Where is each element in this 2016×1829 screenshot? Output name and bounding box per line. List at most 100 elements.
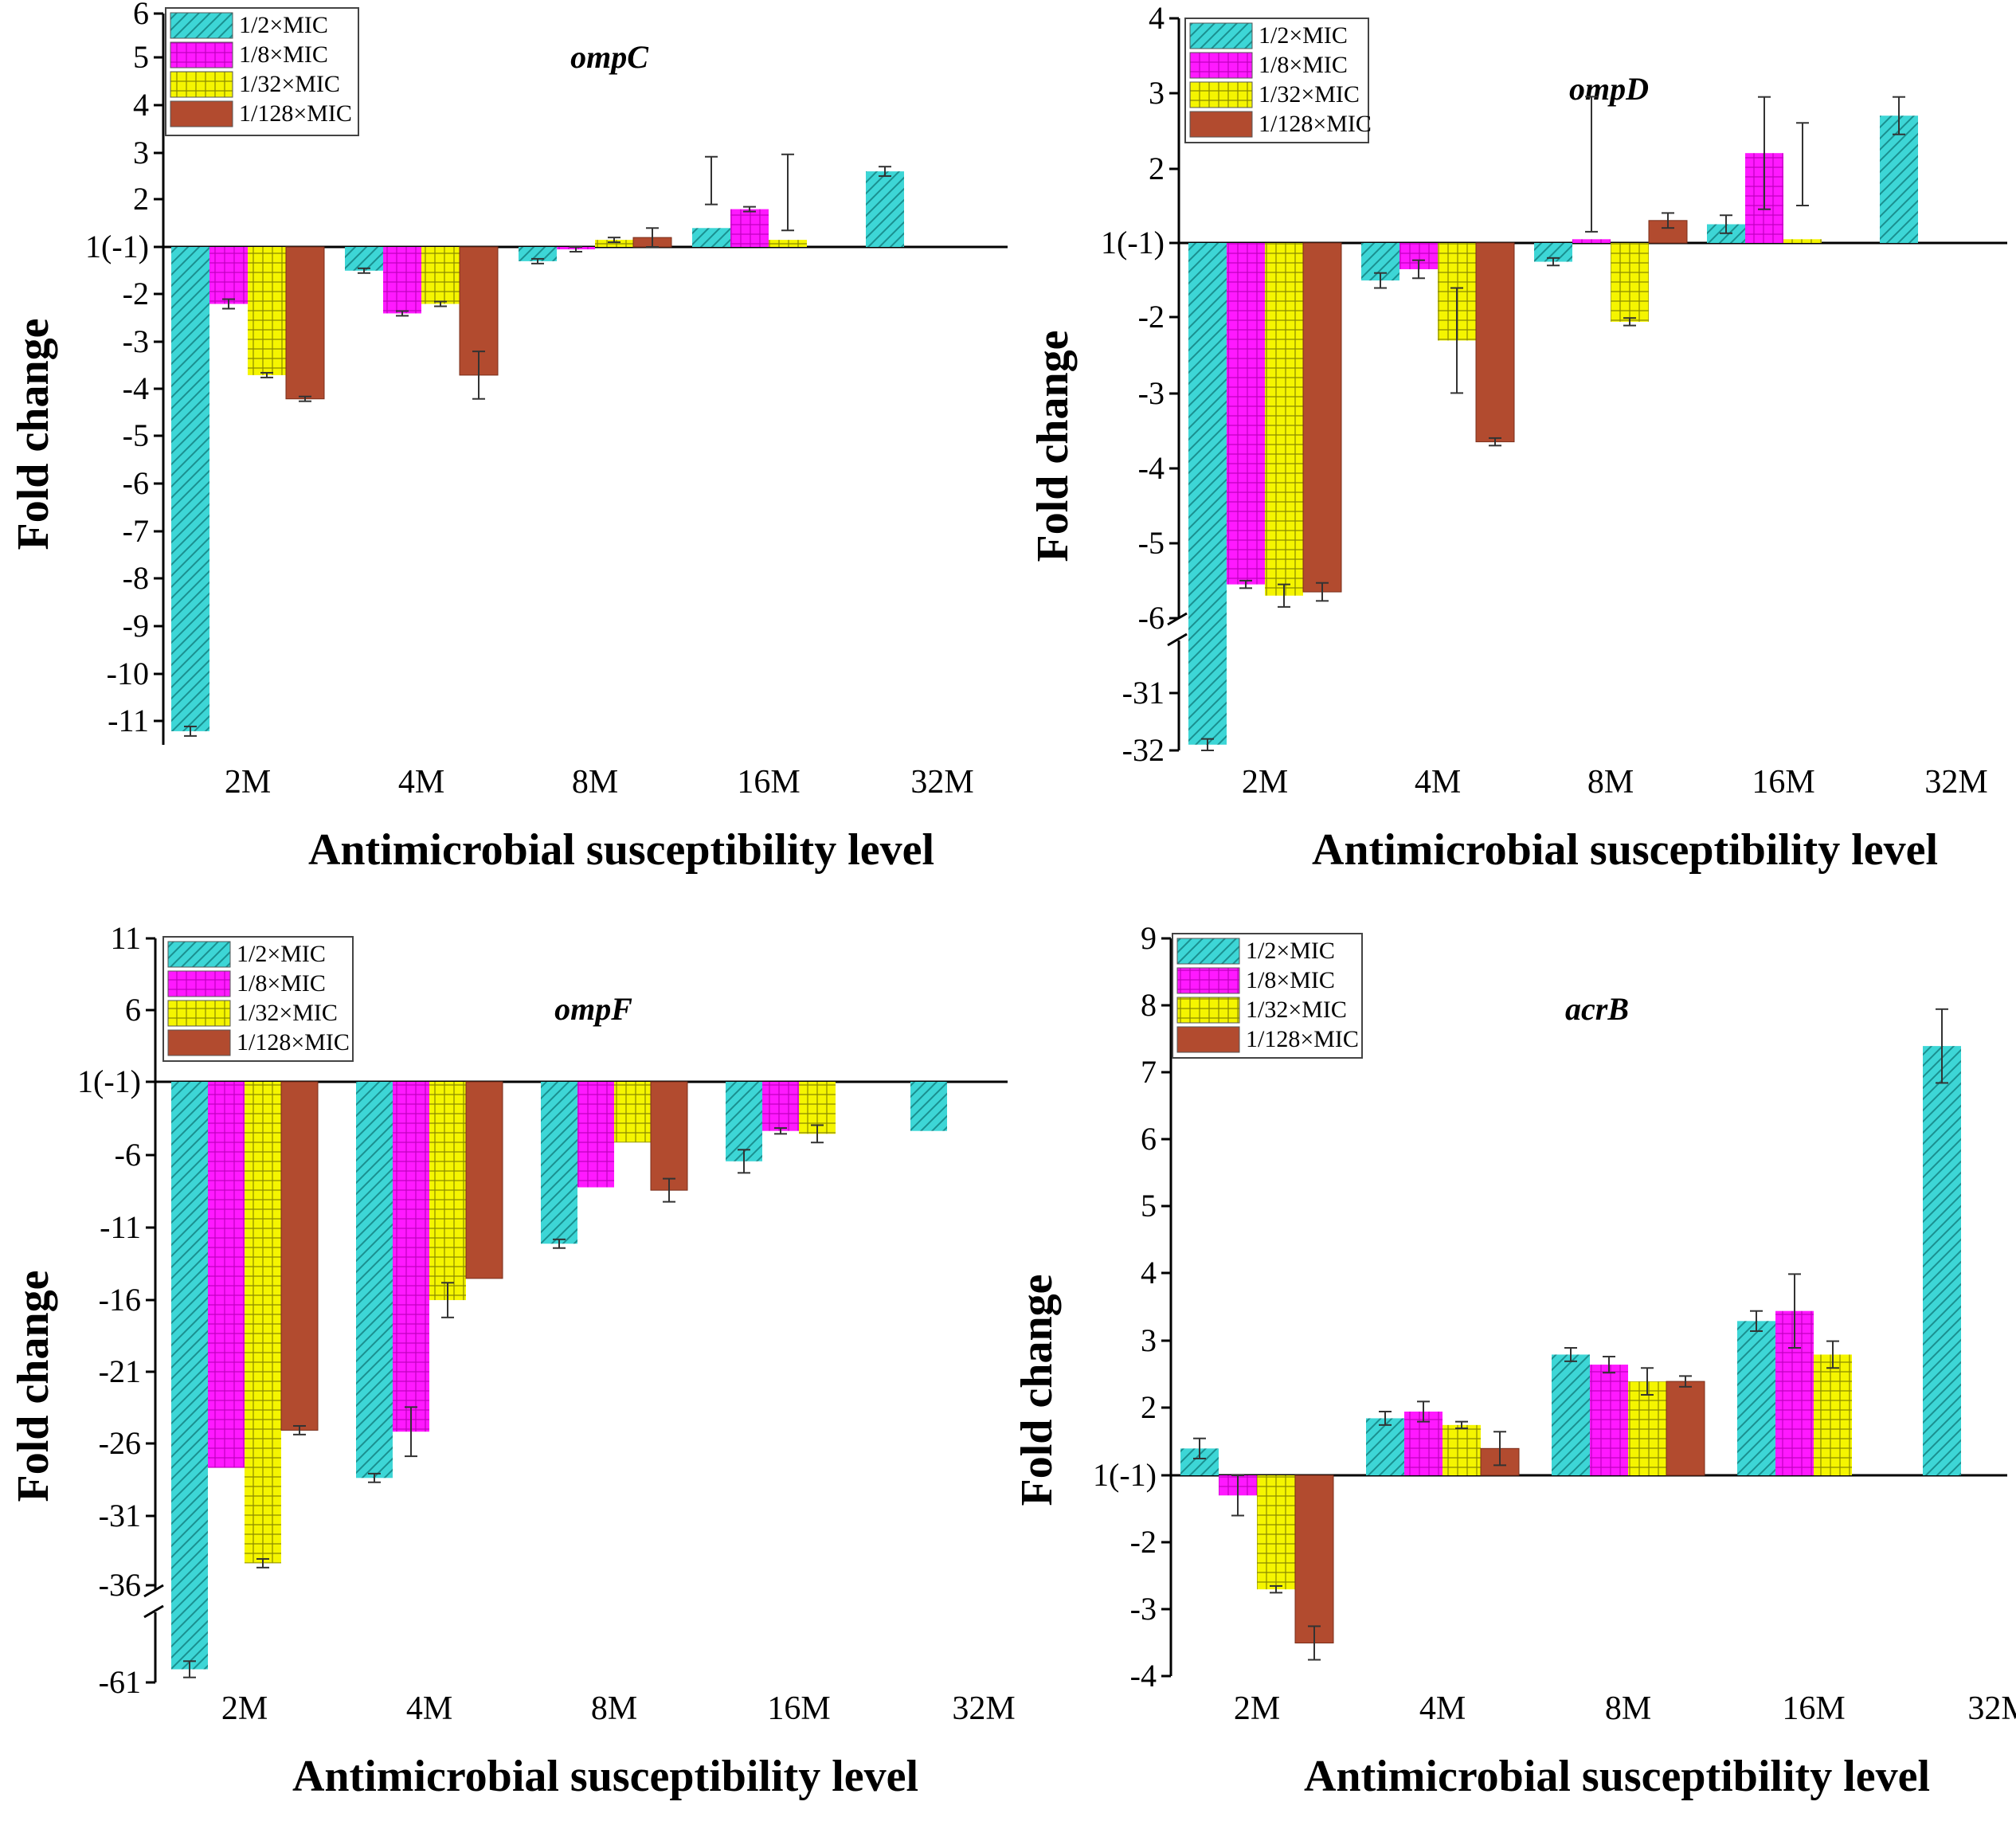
bar-ompF-1/8×MIC-2M <box>208 1082 245 1468</box>
x-axis-title: Antimicrobial susceptibility level <box>292 1752 918 1801</box>
legend-label: 1/128×MIC <box>237 1029 350 1055</box>
bar-acrB-1/32×MIC-2M <box>1257 1475 1295 1590</box>
x-tick-label: 16M <box>767 1690 830 1727</box>
legend: 1/2×MIC 1/8×MIC 1/32×MIC 1/128×MIC <box>1172 933 1363 1059</box>
y-tick-label: -2 <box>1138 299 1165 335</box>
chart-panel-ompC: ompC 6 5 4 3 2 1(-1) -2 -3 -4 -5 -6 -7 -8 -9 -10 -11 Fold… <box>9 0 1008 875</box>
y-tick-label: -61 <box>99 1664 141 1700</box>
y-tick-label: -6 <box>115 1137 141 1173</box>
y-tick-label: 1(-1) <box>1093 1457 1157 1493</box>
bar-ompD-1/2×MIC-2M <box>1188 243 1227 745</box>
legend-swatch <box>1189 111 1253 138</box>
bar-ompF-1/32×MIC-8M <box>614 1082 651 1143</box>
legend-label: 1/32×MIC <box>1246 997 1347 1023</box>
legend: 1/2×MIC 1/8×MIC 1/32×MIC 1/128×MIC <box>1184 18 1372 143</box>
bar-ompF-1/128×MIC-4M <box>465 1081 503 1279</box>
y-tick-label: -16 <box>99 1282 141 1318</box>
x-tick-label: 2M <box>221 1690 268 1727</box>
legend-swatch <box>167 1000 231 1027</box>
y-tick-label: 9 <box>1141 920 1157 956</box>
legend-swatch <box>1189 22 1253 49</box>
y-tick-label: -4 <box>1130 1658 1157 1694</box>
x-tick-label: 16M <box>1782 1690 1845 1727</box>
axis-break-mark <box>143 1604 164 1619</box>
y-tick-label: -11 <box>100 1209 141 1245</box>
y-tick-label: -21 <box>99 1353 141 1389</box>
x-tick-label: 8M <box>591 1690 637 1727</box>
bar-ompC-1/2×MIC-16M <box>692 228 730 247</box>
legend-swatch <box>1176 938 1240 965</box>
legend-label: 1/2×MIC <box>1259 22 1348 49</box>
bar-ompD-1/32×MIC-16M <box>1783 239 1822 243</box>
bar-ompF-1/8×MIC-16M <box>762 1082 799 1131</box>
axis-break-mark <box>1167 633 1188 647</box>
y-tick-label: -36 <box>99 1567 141 1603</box>
y-tick-label: -31 <box>99 1498 141 1533</box>
y-axis-title: Fold change <box>1012 1275 1062 1506</box>
y-tick-label: -26 <box>99 1425 141 1461</box>
bar-ompD-1/32×MIC-2M <box>1265 243 1303 596</box>
legend-label: 1/32×MIC <box>1259 81 1360 108</box>
bar-ompC-1/2×MIC-2M <box>171 247 209 731</box>
bar-ompD-1/128×MIC-2M <box>1302 242 1342 593</box>
y-tick-label: 1(-1) <box>85 229 149 264</box>
bar-acrB-1/2×MIC-32M <box>1923 1046 1961 1475</box>
y-tick-label: 6 <box>133 0 149 31</box>
legend-swatch <box>1176 997 1240 1024</box>
legend-swatch <box>1176 1026 1240 1053</box>
legend-swatch <box>1189 81 1253 108</box>
y-tick-label: 2 <box>1149 151 1165 186</box>
y-tick-label: 2 <box>133 181 149 217</box>
legend-label: 1/8×MIC <box>239 41 328 68</box>
legend-label: 1/2×MIC <box>237 941 326 967</box>
bar-ompF-1/8×MIC-4M <box>393 1082 429 1432</box>
axis-break-mark <box>143 1584 164 1598</box>
legend-label: 1/8×MIC <box>1259 52 1348 78</box>
y-axis-title: Fold change <box>9 319 58 550</box>
legend-swatch <box>1189 52 1253 79</box>
bar-ompC-1/2×MIC-8M <box>519 247 557 261</box>
legend-swatch <box>1176 967 1240 994</box>
bar-acrB-1/2×MIC-4M <box>1366 1418 1404 1475</box>
y-tick-label: -32 <box>1122 732 1165 768</box>
y-tick-label: 7 <box>1141 1054 1157 1090</box>
x-tick-label: 32M <box>952 1690 1015 1727</box>
y-tick-label: 5 <box>1141 1188 1157 1224</box>
legend-label: 1/128×MIC <box>1246 1026 1359 1052</box>
bar-ompF-1/2×MIC-4M <box>356 1082 393 1478</box>
y-tick-label: -4 <box>1138 450 1165 486</box>
legend-label: 1/128×MIC <box>1259 111 1372 137</box>
y-tick-label: 6 <box>125 992 141 1028</box>
bar-ompC-1/2×MIC-4M <box>345 247 383 271</box>
bar-ompD-1/8×MIC-8M <box>1572 239 1611 243</box>
bar-ompF-1/2×MIC-16M <box>726 1082 762 1161</box>
chart-title: ompD <box>1569 71 1649 107</box>
y-tick-label: 4 <box>1141 1255 1157 1290</box>
bar-acrB-1/128×MIC-2M <box>1294 1475 1334 1643</box>
chart-panel-ompF: ompF 11 6 1(-1) -6 -11 -16 -21 -26 -31 -36 -61 Fold … <box>9 920 1016 1801</box>
bar-ompF-1/8×MIC-8M <box>577 1082 614 1188</box>
bar-ompC-1/32×MIC-8M <box>595 240 633 247</box>
legend-swatch <box>167 970 231 997</box>
legend-swatch <box>170 100 233 127</box>
y-tick-label: -11 <box>108 703 149 738</box>
y-tick-label: -2 <box>123 276 149 311</box>
y-tick-label: -8 <box>123 560 149 596</box>
bar-ompD-1/2×MIC-32M <box>1880 116 1918 243</box>
bar-ompD-1/8×MIC-2M <box>1227 243 1265 585</box>
x-tick-label: 8M <box>1587 764 1634 801</box>
chart-panel-ompD: ompD 4 3 2 1(-1) -2 -3 -4 -5 -6 -31 -32 Fold change A… <box>1028 0 2007 875</box>
bar-acrB-1/2×MIC-16M <box>1737 1321 1775 1475</box>
legend-swatch <box>170 12 233 39</box>
legend-label: 1/128×MIC <box>239 100 352 127</box>
chart-title: ompC <box>570 39 649 75</box>
legend-label: 1/8×MIC <box>1246 967 1335 993</box>
y-tick-label: -3 <box>123 323 149 359</box>
bar-ompC-1/2×MIC-32M <box>866 171 904 247</box>
legend-label: 1/32×MIC <box>237 1000 338 1026</box>
bar-ompD-1/2×MIC-8M <box>1534 243 1572 262</box>
y-tick-label: 1(-1) <box>77 1063 141 1099</box>
y-tick-label: 3 <box>1149 75 1165 111</box>
legend-swatch <box>170 71 233 98</box>
